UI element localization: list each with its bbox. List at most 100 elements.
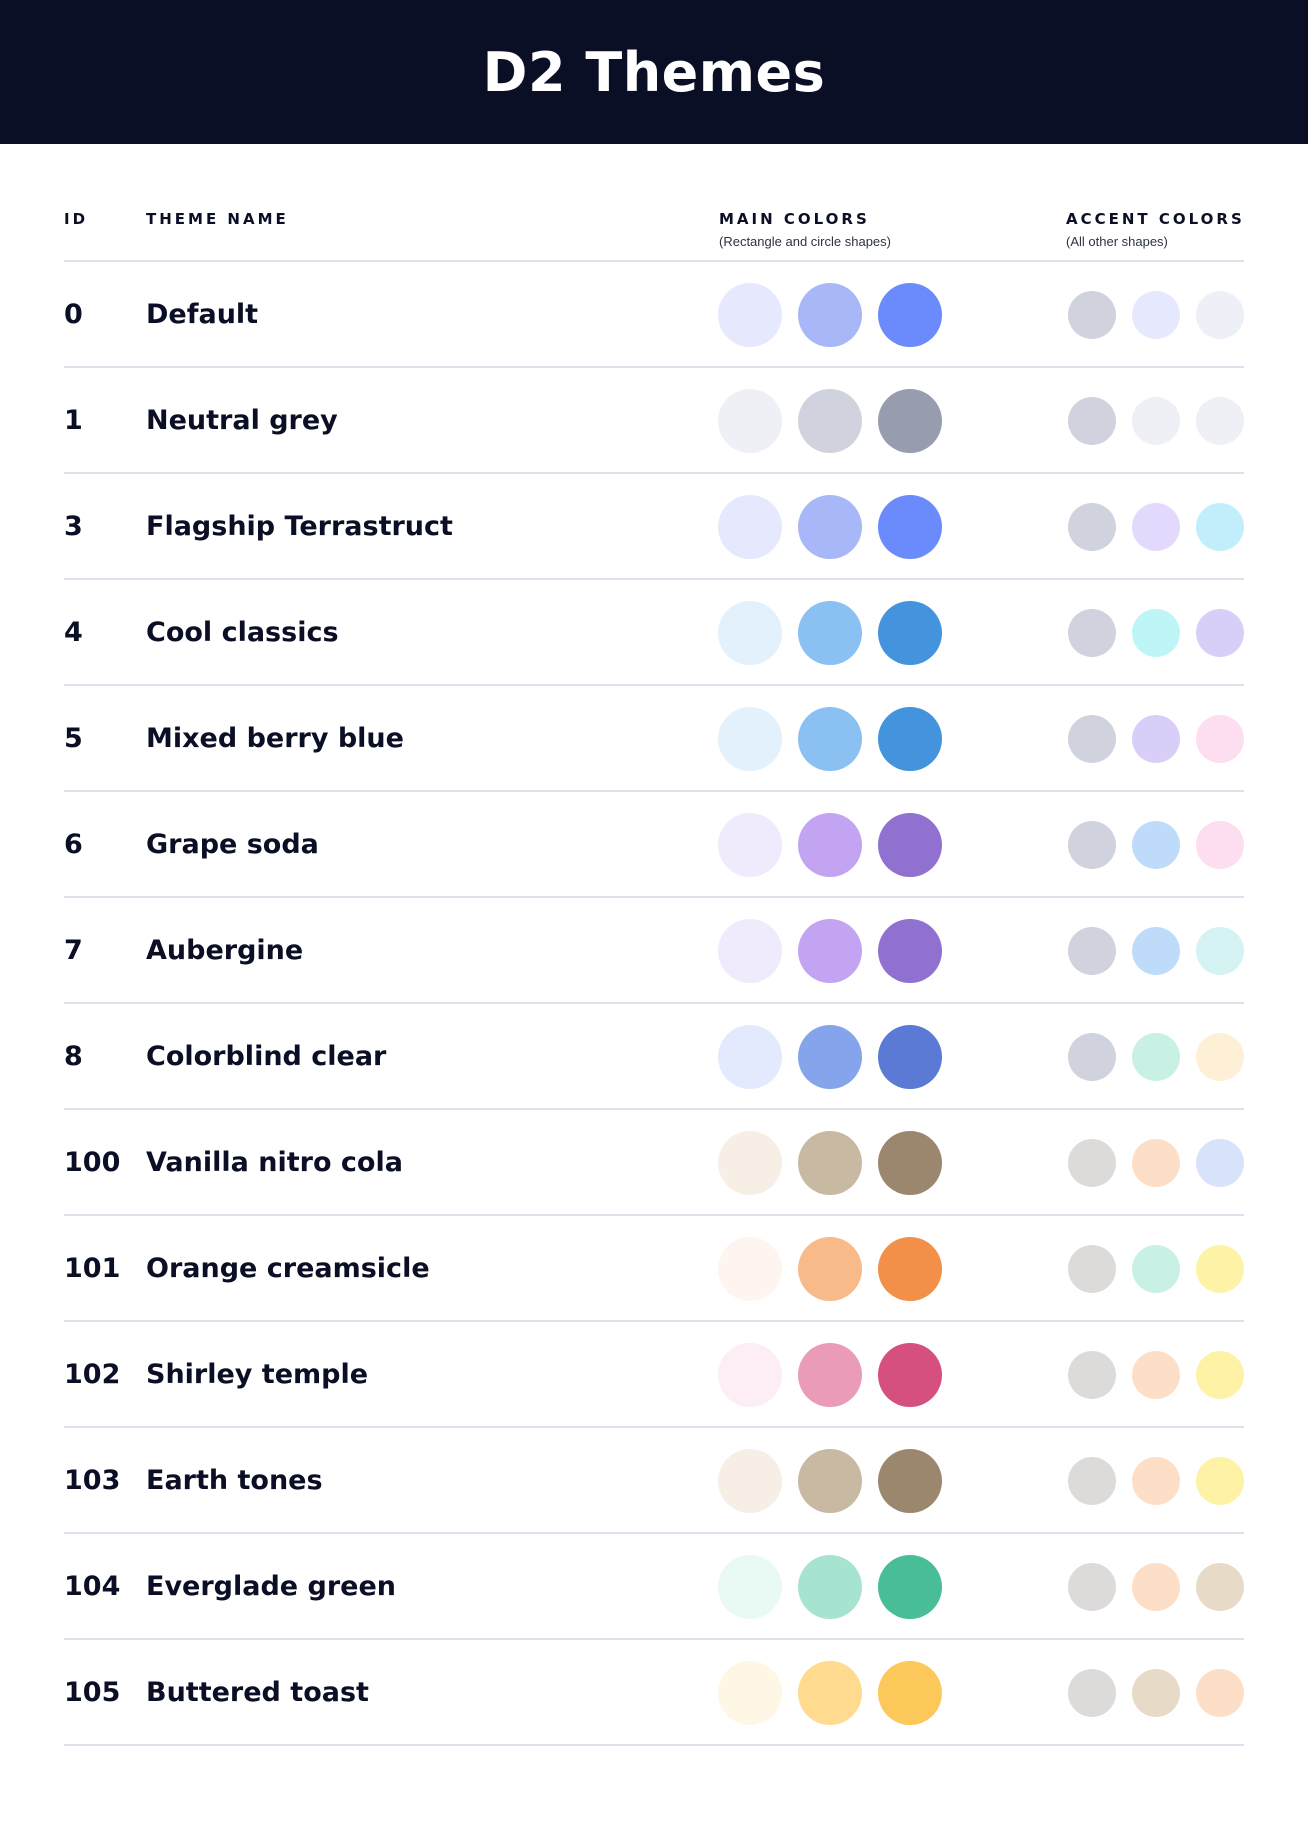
theme-row: 5 Mixed berry blue xyxy=(0,686,1308,792)
accent-color-swatch xyxy=(1196,1245,1244,1293)
theme-id: 100 xyxy=(64,1147,121,1178)
theme-name: Mixed berry blue xyxy=(146,723,404,754)
theme-row: 101 Orange creamsicle xyxy=(0,1216,1308,1322)
theme-id: 4 xyxy=(64,617,83,648)
theme-row: 0 Default xyxy=(0,262,1308,368)
accent-color-swatch xyxy=(1196,291,1244,339)
theme-id: 8 xyxy=(64,1041,83,1072)
theme-row: 100 Vanilla nitro cola xyxy=(0,1110,1308,1216)
main-color-swatch xyxy=(718,389,782,453)
accent-color-swatch xyxy=(1068,821,1116,869)
column-header-accent-colors: ACCENT COLORS xyxy=(1066,210,1245,228)
main-color-swatch xyxy=(798,1661,862,1725)
main-color-swatch xyxy=(878,1025,942,1089)
column-subheader-accent-colors: (All other shapes) xyxy=(1066,234,1168,249)
row-divider xyxy=(64,1108,1244,1110)
main-color-swatch xyxy=(718,1555,782,1619)
theme-row: 3 Flagship Terrastruct xyxy=(0,474,1308,580)
main-color-swatch xyxy=(798,1555,862,1619)
accent-color-swatch xyxy=(1068,1245,1116,1293)
accent-color-swatch xyxy=(1132,1139,1180,1187)
accent-color-swatch xyxy=(1068,1033,1116,1081)
theme-name: Shirley temple xyxy=(146,1359,369,1390)
accent-color-swatch xyxy=(1068,1563,1116,1611)
row-divider xyxy=(64,1320,1244,1322)
main-color-swatch xyxy=(878,1555,942,1619)
theme-name: Orange creamsicle xyxy=(146,1253,430,1284)
row-divider xyxy=(64,1638,1244,1640)
accent-color-swatch xyxy=(1196,609,1244,657)
accent-color-swatch xyxy=(1132,821,1180,869)
theme-id: 0 xyxy=(64,299,83,330)
column-header-theme-name: THEME NAME xyxy=(146,210,289,228)
accent-color-swatch xyxy=(1132,397,1180,445)
main-color-swatch xyxy=(878,1131,942,1195)
main-color-swatch xyxy=(878,1661,942,1725)
theme-id: 101 xyxy=(64,1253,121,1284)
accent-color-swatch xyxy=(1068,1457,1116,1505)
main-color-swatch xyxy=(798,707,862,771)
theme-id: 102 xyxy=(64,1359,121,1390)
accent-color-swatch xyxy=(1132,1033,1180,1081)
accent-color-swatch xyxy=(1196,1457,1244,1505)
accent-color-swatch xyxy=(1068,503,1116,551)
main-color-swatch xyxy=(718,919,782,983)
accent-color-swatch xyxy=(1068,1669,1116,1717)
main-color-swatch xyxy=(798,1131,862,1195)
accent-color-swatch xyxy=(1132,715,1180,763)
theme-id: 104 xyxy=(64,1571,121,1602)
row-divider xyxy=(64,1002,1244,1004)
accent-color-swatch xyxy=(1196,715,1244,763)
main-color-swatch xyxy=(878,707,942,771)
row-divider xyxy=(64,1744,1244,1746)
accent-color-swatch xyxy=(1132,503,1180,551)
main-color-swatch xyxy=(878,389,942,453)
theme-id: 105 xyxy=(64,1677,121,1708)
theme-row: 105 Buttered toast xyxy=(0,1640,1308,1746)
theme-name: Neutral grey xyxy=(146,405,338,436)
header-divider xyxy=(64,260,1244,262)
theme-name: Earth tones xyxy=(146,1465,323,1496)
main-color-swatch xyxy=(798,1025,862,1089)
theme-name: Vanilla nitro cola xyxy=(146,1147,403,1178)
main-color-swatch xyxy=(798,601,862,665)
theme-name: Colorblind clear xyxy=(146,1041,387,1072)
theme-row: 104 Everglade green xyxy=(0,1534,1308,1640)
main-color-swatch xyxy=(718,707,782,771)
accent-color-swatch xyxy=(1132,927,1180,975)
main-color-swatch xyxy=(718,813,782,877)
row-divider xyxy=(64,1532,1244,1534)
main-color-swatch xyxy=(718,1343,782,1407)
main-color-swatch xyxy=(878,919,942,983)
column-header-main-colors: MAIN COLORS xyxy=(719,210,870,228)
main-color-swatch xyxy=(878,1449,942,1513)
main-color-swatch xyxy=(798,1237,862,1301)
theme-id: 6 xyxy=(64,829,83,860)
main-color-swatch xyxy=(878,601,942,665)
theme-id: 5 xyxy=(64,723,83,754)
row-divider xyxy=(64,472,1244,474)
theme-id: 1 xyxy=(64,405,83,436)
page-header: D2 Themes xyxy=(0,0,1308,144)
theme-row: 103 Earth tones xyxy=(0,1428,1308,1534)
main-color-swatch xyxy=(798,919,862,983)
column-subheader-main-colors: (Rectangle and circle shapes) xyxy=(719,234,891,249)
main-color-swatch xyxy=(718,1237,782,1301)
row-divider xyxy=(64,790,1244,792)
main-color-swatch xyxy=(798,1343,862,1407)
main-color-swatch xyxy=(718,1025,782,1089)
theme-name: Buttered toast xyxy=(146,1677,369,1708)
page-title: D2 Themes xyxy=(482,40,826,104)
row-divider xyxy=(64,578,1244,580)
theme-name: Grape soda xyxy=(146,829,319,860)
main-color-swatch xyxy=(878,813,942,877)
main-color-swatch xyxy=(718,1449,782,1513)
theme-row: 102 Shirley temple xyxy=(0,1322,1308,1428)
accent-color-swatch xyxy=(1132,1563,1180,1611)
main-color-swatch xyxy=(718,1131,782,1195)
main-color-swatch xyxy=(798,389,862,453)
theme-id: 103 xyxy=(64,1465,121,1496)
theme-row: 7 Aubergine xyxy=(0,898,1308,1004)
main-color-swatch xyxy=(718,495,782,559)
accent-color-swatch xyxy=(1068,291,1116,339)
